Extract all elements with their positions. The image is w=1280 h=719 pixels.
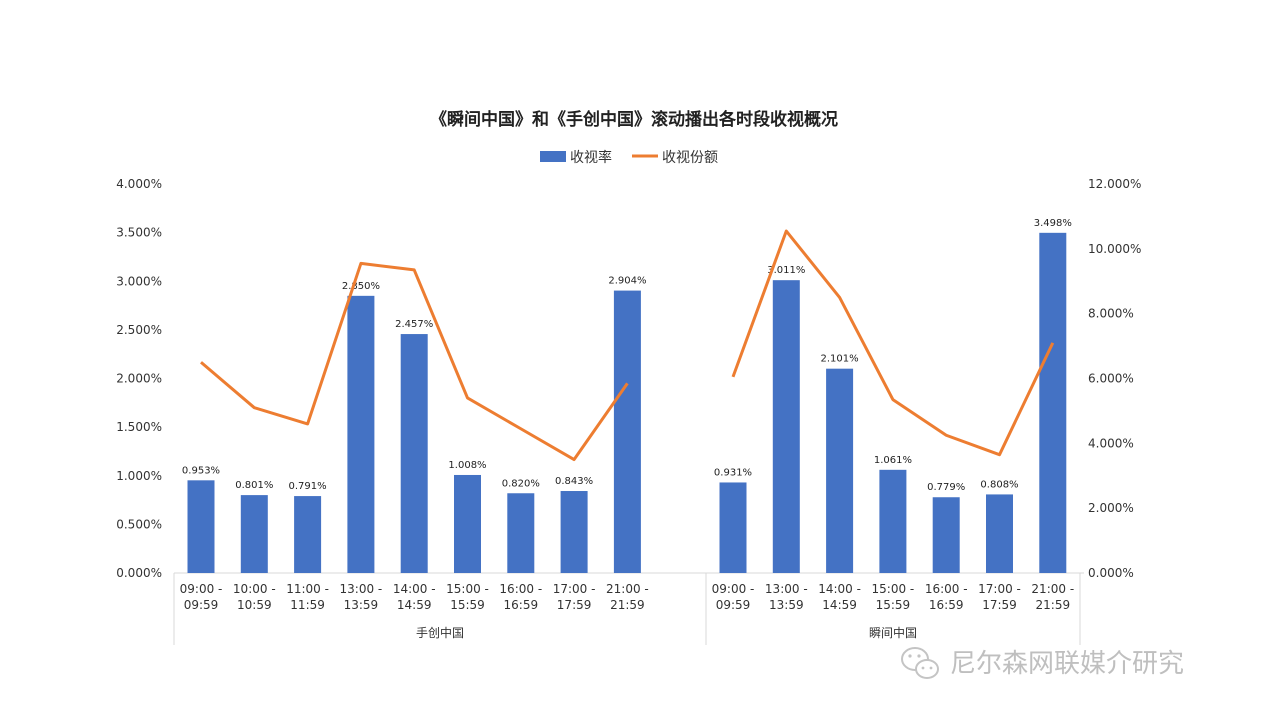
category-label-line2: 09:59	[716, 598, 751, 612]
right-tick-label: 10.000%	[1088, 242, 1141, 256]
category-label-line1: 16:00 -	[499, 582, 542, 596]
bar-rating	[879, 469, 907, 573]
bar-rating	[826, 368, 854, 573]
bar-data-label: 0.791%	[289, 481, 327, 492]
category-label-line2: 10:59	[237, 598, 272, 612]
bar-rating	[240, 495, 268, 573]
category-label-line2: 17:59	[557, 598, 592, 612]
bar-data-label: 0.953%	[182, 465, 220, 476]
left-tick-label: 4.000%	[116, 177, 162, 191]
category-label-line2: 21:59	[610, 598, 645, 612]
bar-data-label: 1.061%	[874, 455, 912, 466]
bar-rating	[986, 494, 1013, 573]
bar-data-label: 2.904%	[608, 276, 646, 287]
category-label-line1: 21:00 -	[1031, 582, 1074, 596]
category-label-line1: 16:00 -	[925, 582, 968, 596]
category-label-line2: 09:59	[184, 598, 219, 612]
category-label-line1: 17:00 -	[553, 582, 596, 596]
bar-data-label: 0.820%	[502, 478, 540, 489]
category-label-line2: 15:59	[450, 598, 485, 612]
right-axis: 0.000% 2.000% 4.000% 6.000% 8.000% 10.000% 12.…	[1088, 177, 1141, 580]
left-tick-label: 0.500%	[116, 517, 162, 531]
bar-data-label: 0.808%	[980, 479, 1018, 490]
bar-rating	[772, 280, 800, 573]
watermark: 尼尔森网联媒介研究	[901, 647, 1184, 679]
bar-data-label: 0.779%	[927, 482, 965, 493]
right-tick-label: 12.000%	[1088, 177, 1141, 191]
bar-rating	[932, 497, 960, 573]
left-tick-label: 1.500%	[116, 420, 162, 434]
bar-rating	[719, 482, 747, 573]
category-label-line2: 16:59	[504, 598, 539, 612]
category-label-line1: 13:00 -	[765, 582, 808, 596]
bar-data-label: 0.931%	[714, 467, 752, 478]
category-label-line2: 15:59	[876, 598, 911, 612]
category-label-line1: 17:00 -	[978, 582, 1021, 596]
category-label-line1: 14:00 -	[393, 582, 436, 596]
category-label-line2: 13:59	[769, 598, 804, 612]
left-tick-label: 2.500%	[116, 323, 162, 337]
bar-rating	[294, 496, 322, 573]
category-label-line1: 09:00 -	[712, 582, 755, 596]
category-label-line2: 14:59	[822, 598, 857, 612]
bar-rating	[1039, 232, 1067, 573]
bar-rating	[613, 290, 641, 573]
legend-label-rating: 收视率	[570, 149, 612, 166]
category-label-line1: 10:00 -	[233, 582, 276, 596]
category-label-line2: 13:59	[344, 598, 379, 612]
category-label-line1: 11:00 -	[286, 582, 329, 596]
category-label-line2: 14:59	[397, 598, 432, 612]
bar-data-label: 2.101%	[821, 354, 859, 365]
bar-rating	[560, 491, 588, 573]
right-tick-label: 4.000%	[1088, 436, 1134, 450]
left-tick-label: 0.000%	[116, 566, 162, 580]
left-tick-label: 3.500%	[116, 226, 162, 240]
left-tick-label: 2.000%	[116, 372, 162, 386]
bar-rating	[187, 480, 215, 573]
bar-data-label: 0.801%	[235, 480, 273, 491]
bar-data-label: 1.008%	[448, 460, 486, 471]
bar-rating	[347, 295, 375, 573]
bar-data-label: 2.850%	[342, 281, 380, 292]
plot-area: 0.953% 09:00 - 09:59 0.801% 10:00 - 10:59 0.79…	[173, 218, 1084, 645]
category-label-line1: 13:00 -	[340, 582, 383, 596]
bar-data-label: 0.843%	[555, 476, 593, 487]
category-label-line1: 09:00 -	[180, 582, 223, 596]
left-axis: 0.000% 0.500% 1.000% 1.500% 2.000% 2.500% 3.00…	[116, 177, 162, 580]
category-label-line1: 14:00 -	[818, 582, 861, 596]
left-tick-label: 3.000%	[116, 274, 162, 288]
chart-title: 《瞬间中国》和《手创中国》滚动播出各时段收视概况	[430, 109, 838, 130]
left-tick-label: 1.000%	[116, 469, 162, 483]
category-label-line2: 11:59	[290, 598, 325, 612]
bar-data-label: 3.011%	[767, 265, 805, 276]
category-label-line1: 15:00 -	[446, 582, 489, 596]
group-label: 瞬间中国	[869, 625, 917, 640]
bar-rating	[454, 474, 481, 573]
legend-swatch-rating	[540, 151, 566, 162]
category-label-line2: 16:59	[929, 598, 964, 612]
category-label-line1: 15:00 -	[872, 582, 915, 596]
legend: 收视率 收视份额	[540, 149, 718, 166]
bar-rating	[400, 334, 428, 573]
bar-data-label: 2.457%	[395, 319, 433, 330]
bar-data-label: 3.498%	[1034, 218, 1072, 229]
right-tick-label: 8.000%	[1088, 307, 1134, 321]
category-label-line2: 21:59	[1036, 598, 1071, 612]
category-label-line1: 21:00 -	[606, 582, 649, 596]
right-tick-label: 0.000%	[1088, 566, 1134, 580]
category-label-line2: 17:59	[982, 598, 1017, 612]
watermark-text: 尼尔森网联媒介研究	[950, 649, 1184, 679]
group-label: 手创中国	[416, 625, 464, 640]
bar-rating	[507, 493, 535, 573]
right-tick-label: 6.000%	[1088, 372, 1134, 386]
wechat-icon	[901, 647, 939, 679]
right-tick-label: 2.000%	[1088, 501, 1134, 515]
legend-label-share: 收视份额	[662, 150, 718, 166]
